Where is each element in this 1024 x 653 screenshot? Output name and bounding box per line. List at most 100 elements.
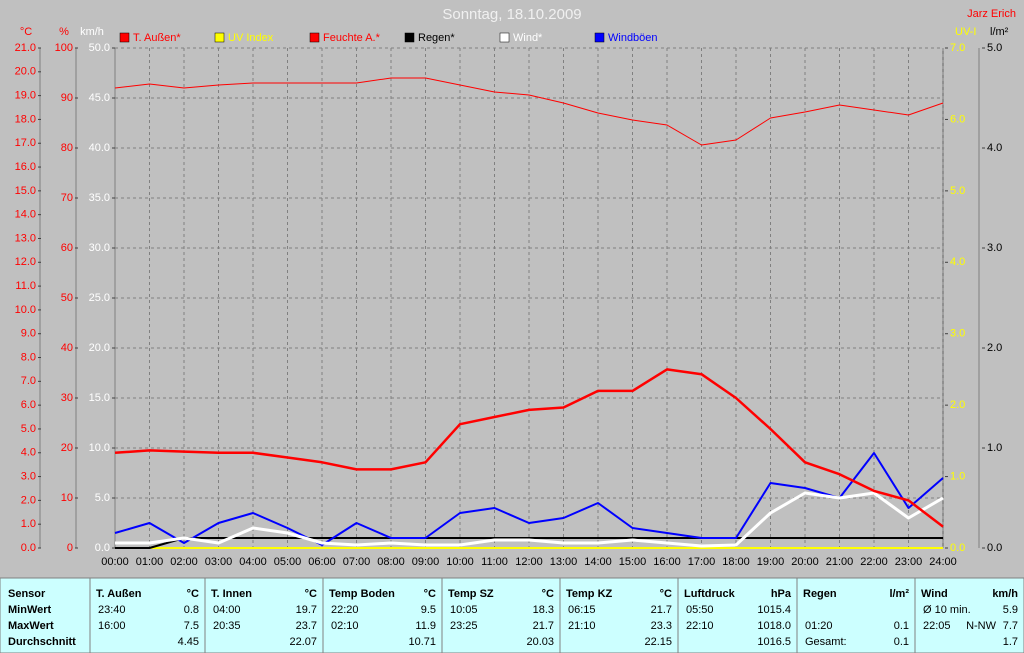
x-tick-label: 21:00 (826, 556, 854, 568)
y-tick-label: 5.0 (21, 423, 36, 435)
x-tick-label: 05:00 (274, 556, 302, 568)
column-unit: °C (424, 588, 436, 600)
series-line (114, 452, 944, 546)
y-tick-label: 45.0 (89, 92, 110, 104)
y-tick-label: 30 (61, 392, 73, 404)
column-unit: hPa (771, 588, 792, 600)
x-tick-label: 08:00 (377, 556, 405, 568)
x-tick-label: 04:00 (239, 556, 267, 568)
cell-time: 16:00 (98, 620, 126, 632)
x-tick-label: 15:00 (619, 556, 647, 568)
y-tick-label: 11.0 (15, 280, 36, 292)
cell-value: 23.7 (296, 620, 317, 632)
cell-value: 7.5 (184, 620, 199, 632)
series-line (115, 491, 944, 548)
column-header: T. Innen (211, 588, 252, 600)
y-tick-label: 2.0 (21, 494, 36, 506)
cell-time: 04:00 (213, 604, 241, 616)
y-tick-label: 90 (61, 92, 73, 104)
cell-value: 0.8 (184, 604, 199, 616)
legend-swatch (499, 32, 510, 43)
legend-label: Windböen (608, 32, 658, 44)
legend-label: Regen* (418, 32, 455, 44)
y-tick-label: 80 (61, 142, 73, 154)
y-tick-label: 0 (67, 542, 73, 554)
cell-time: Gesamt: (805, 636, 847, 648)
cell-value: 22.15 (644, 636, 672, 648)
y-tick-label: 3.0 (21, 470, 36, 482)
cell-value: 5.9 (1003, 604, 1018, 616)
y-tick-label: 100 (55, 42, 73, 54)
cell-time: 21:10 (568, 620, 596, 632)
y-tick-label: 15.0 (89, 392, 110, 404)
cell-time: 23:40 (98, 604, 126, 616)
cell-extra: N-NW (966, 620, 997, 632)
row-label: MaxWert (8, 620, 54, 632)
y-tick-label: 7.0 (950, 42, 965, 54)
y-tick-label: 18.0 (15, 113, 36, 125)
cell-value: 0.1 (894, 620, 909, 632)
y-tick-label: 19.0 (15, 90, 36, 102)
legend-swatch (404, 32, 415, 43)
y-tick-label: 1.0 (950, 470, 965, 482)
y-tick-label: 4.0 (21, 447, 36, 459)
cell-time: 22:10 (686, 620, 714, 632)
cell-time: Ø 10 min. (923, 604, 971, 616)
legend-swatch (214, 32, 225, 43)
chart-background (0, 0, 1024, 578)
cell-value: 1015.4 (757, 604, 791, 616)
cell-value: 4.45 (178, 636, 199, 648)
x-tick-label: 10:00 (446, 556, 474, 568)
cell-value: 20.03 (526, 636, 554, 648)
y-tick-label: 17.0 (15, 137, 36, 149)
y-tick-label: 40.0 (89, 142, 110, 154)
chart-title: Sonntag, 18.10.2009 (442, 6, 581, 23)
row-label: Durchschnitt (8, 636, 76, 648)
cell-value: 1018.0 (757, 620, 791, 632)
x-tick-label: 09:00 (412, 556, 440, 568)
x-tick-label: 16:00 (653, 556, 681, 568)
y-tick-label: 2.0 (987, 342, 1002, 354)
cell-value: 1016.5 (757, 636, 791, 648)
y-tick-label: 5.0 (950, 185, 965, 197)
x-tick-label: 18:00 (722, 556, 750, 568)
y-tick-label: 4.0 (987, 142, 1002, 154)
x-tick-label: 19:00 (757, 556, 785, 568)
cell-value: 0.1 (894, 636, 909, 648)
y-tick-label: 8.0 (21, 351, 36, 363)
cell-value: 19.7 (296, 604, 317, 616)
y-tick-label: 25.0 (89, 292, 110, 304)
column-header: Luftdruck (684, 588, 736, 600)
axis-title: km/h (80, 26, 104, 38)
y-tick-label: 12.0 (15, 256, 36, 268)
legend-label: UV Index (228, 32, 274, 44)
x-tick-label: 12:00 (515, 556, 543, 568)
y-tick-label: 15.0 (15, 185, 36, 197)
y-tick-label: 9.0 (21, 328, 36, 340)
column-header: Temp SZ (448, 588, 494, 600)
y-tick-label: 21.0 (15, 42, 36, 54)
x-tick-label: 22:00 (860, 556, 888, 568)
cell-value: 9.5 (421, 604, 436, 616)
cell-value: 23.3 (651, 620, 672, 632)
y-tick-label: 20.0 (89, 342, 110, 354)
column-header: Temp Boden (329, 588, 395, 600)
axis-title: °C (20, 26, 32, 38)
legend-label: T. Außen* (133, 32, 181, 44)
cell-value: 22.07 (289, 636, 317, 648)
cell-value: 21.7 (651, 604, 672, 616)
y-tick-label: 6.0 (21, 399, 36, 411)
axis-title: % (59, 26, 69, 38)
column-unit: °C (542, 588, 554, 600)
legend-label: Feuchte A.* (323, 32, 381, 44)
y-tick-label: 5.0 (987, 42, 1002, 54)
cell-time: 23:25 (450, 620, 478, 632)
y-tick-label: 10 (61, 492, 73, 504)
x-tick-label: 24:00 (929, 556, 957, 568)
y-tick-label: 7.0 (21, 375, 36, 387)
y-tick-label: 50.0 (89, 42, 110, 54)
column-header: Temp KZ (566, 588, 613, 600)
x-tick-label: 00:00 (101, 556, 129, 568)
y-tick-label: 0.0 (95, 542, 110, 554)
y-tick-label: 35.0 (89, 192, 110, 204)
